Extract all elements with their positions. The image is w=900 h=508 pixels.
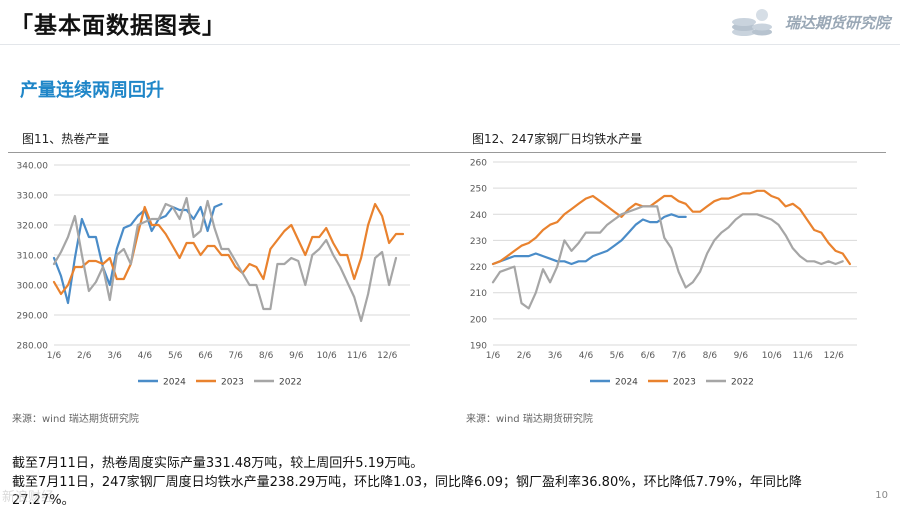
chart-12-source: 来源：wind 瑞达期货研究院 bbox=[466, 414, 593, 425]
x-tick-label: 9/6 bbox=[289, 351, 304, 361]
y-tick-label: 230 bbox=[470, 237, 487, 247]
legend-label-2024: 2024 bbox=[163, 378, 186, 388]
x-tick-label: 11/6 bbox=[793, 351, 813, 361]
chart-12-caption: 图12、247家钢厂日均铁水产量 bbox=[472, 132, 643, 146]
series-line-2024 bbox=[491, 213, 687, 266]
chart-11-caption: 图11、热卷产量 bbox=[22, 132, 110, 146]
legend-label-2022: 2022 bbox=[731, 378, 754, 388]
series-line-2023 bbox=[52, 202, 405, 296]
x-tick-label: 6/6 bbox=[198, 351, 213, 361]
y-tick-label: 340.00 bbox=[17, 162, 49, 172]
x-tick-label: 3/6 bbox=[107, 351, 122, 361]
note-line-1: 截至7月11日，热卷周度实际产量331.48万吨，较上周回升5.19万吨。 bbox=[12, 456, 424, 471]
header-divider bbox=[0, 44, 900, 45]
brand-name: 瑞达期货研究院 bbox=[785, 14, 891, 32]
x-tick-label: 4/6 bbox=[579, 351, 594, 361]
y-tick-label: 260 bbox=[470, 159, 487, 169]
series-line-2023 bbox=[491, 189, 851, 266]
y-tick-label: 320.00 bbox=[17, 222, 49, 232]
x-tick-label: 2/6 bbox=[517, 351, 532, 361]
watermark: 新浪财经 bbox=[2, 490, 55, 505]
y-tick-label: 250 bbox=[470, 185, 487, 195]
hot-metal-output-chart: 190 200 210 220 230 240 250 260 1/6 2/6 3/6 4/6 5/6 6… bbox=[470, 159, 857, 388]
page-number: 10 bbox=[875, 490, 888, 501]
note-line-3: 27.27%。 bbox=[12, 493, 75, 508]
x-tick-label: 3/6 bbox=[548, 351, 563, 361]
series-line-2022 bbox=[491, 205, 844, 310]
y-tick-label: 210 bbox=[470, 289, 487, 299]
y-tick-label: 310.00 bbox=[17, 252, 49, 262]
section-subtitle: 产量连续两周回升 bbox=[20, 80, 164, 101]
y-tick-label: 240 bbox=[470, 211, 487, 221]
legend-label-2023: 2023 bbox=[221, 378, 244, 388]
series-line-2022 bbox=[52, 196, 398, 323]
x-tick-label: 7/6 bbox=[672, 351, 687, 361]
x-tick-label: 6/6 bbox=[641, 351, 656, 361]
y-tick-label: 190 bbox=[470, 342, 487, 352]
y-tick-label: 300.00 bbox=[17, 282, 49, 292]
y-tick-label: 200 bbox=[470, 315, 487, 325]
x-tick-label: 11/6 bbox=[347, 351, 367, 361]
x-tick-label: 12/6 bbox=[377, 351, 397, 361]
y-tick-label: 280.00 bbox=[17, 342, 49, 352]
x-tick-label: 2/6 bbox=[77, 351, 92, 361]
x-tick-label: 8/6 bbox=[259, 351, 274, 361]
chart-panel-divider bbox=[8, 152, 886, 153]
hot-coil-output-chart: 280.00 290.00 300.00 310.00 320.00 330.00 340.… bbox=[17, 162, 410, 388]
brand-logo-icon bbox=[732, 9, 772, 36]
note-line-2: 截至7月11日，247家钢厂周度日均铁水产量238.29万吨，环比降1.03，同… bbox=[12, 475, 802, 490]
x-tick-label: 9/6 bbox=[734, 351, 749, 361]
x-tick-label: 5/6 bbox=[168, 351, 183, 361]
y-tick-label: 330.00 bbox=[17, 192, 49, 202]
x-tick-label: 5/6 bbox=[610, 351, 625, 361]
y-tick-label: 220 bbox=[470, 263, 487, 273]
x-tick-label: 10/6 bbox=[317, 351, 337, 361]
legend-label-2024: 2024 bbox=[615, 378, 638, 388]
x-tick-label: 8/6 bbox=[703, 351, 718, 361]
chart-11-source: 来源：wind 瑞达期货研究院 bbox=[12, 414, 139, 425]
y-tick-label: 290.00 bbox=[17, 312, 49, 322]
x-tick-label: 12/6 bbox=[824, 351, 844, 361]
x-tick-label: 7/6 bbox=[229, 351, 244, 361]
x-tick-label: 10/6 bbox=[762, 351, 782, 361]
x-tick-label: 1/6 bbox=[47, 351, 62, 361]
legend-label-2022: 2022 bbox=[279, 378, 302, 388]
page-title: 「基本面数据图表」 bbox=[10, 13, 226, 39]
series-line-2024 bbox=[52, 202, 223, 305]
x-tick-label: 4/6 bbox=[138, 351, 153, 361]
x-tick-label: 1/6 bbox=[486, 351, 501, 361]
legend-label-2023: 2023 bbox=[673, 378, 696, 388]
